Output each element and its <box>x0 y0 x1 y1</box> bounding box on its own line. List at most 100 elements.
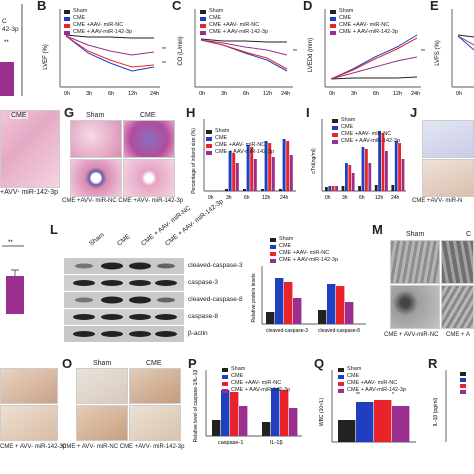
lane-cme: CME <box>116 233 132 248</box>
legend-nc: CME +AAV- miR-NC <box>73 22 124 28</box>
legend-l: Sham CME CME +AAV- miR-NC CME + AAV-miR-… <box>270 236 338 264</box>
bar <box>280 390 289 436</box>
bar <box>271 157 275 191</box>
histology-j-1 <box>422 120 474 158</box>
legend-h-sham: Sham <box>215 128 230 134</box>
band-cleaved-casp3: cleaved-caspase-3 <box>188 262 243 269</box>
panel-label-i: I <box>306 105 310 120</box>
legend-h-cme: CME <box>215 135 228 141</box>
d-tick-3: 12h <box>393 91 402 97</box>
bar <box>338 420 356 442</box>
panel-label-l: L <box>50 222 58 237</box>
b-tick-3: 12h <box>128 91 137 97</box>
chart-i: cTnI(ng/ml) 0h 3h 6h 12h 24h <box>311 119 406 201</box>
bar <box>374 185 378 191</box>
i-tick-4: 24h <box>391 195 400 201</box>
l-ylabel: Relative protein levels <box>251 273 257 322</box>
m-bottom-caption-2: CME + A <box>446 332 470 338</box>
e-tick-0: 0h <box>456 91 462 97</box>
legend-top: Sham CME CME +AAV- miR-NC CME + AAV-miR-… <box>64 8 132 36</box>
em-sham <box>390 240 440 284</box>
fragment-top-left-2: 42-3p <box>2 26 19 33</box>
svg-text:**: ** <box>162 61 166 67</box>
panel-label-p: P <box>188 356 197 371</box>
bar <box>356 402 374 442</box>
bar <box>381 133 385 191</box>
b-tick-2: 6h <box>108 91 114 97</box>
i-tick-0: 0h <box>325 195 331 201</box>
bar <box>378 131 381 191</box>
band-actin: β-actin <box>188 330 208 337</box>
bar <box>293 298 302 324</box>
g-bottom-caption: CME +AVV- miR-NC CME +AVV- miR-142-3p <box>62 198 184 204</box>
legend-p-sham: Sham <box>231 366 246 372</box>
ihc-o-3 <box>76 405 128 441</box>
panel-a-bar-fragment: ** <box>0 0 26 100</box>
legend-q: Sham CME CME +AAV- miR-NC CME + AAV-miR-… <box>338 366 406 394</box>
bar <box>341 186 345 191</box>
c-tick-1: 3h <box>221 91 227 97</box>
lane-sham: Sham <box>88 231 106 248</box>
em-cme <box>441 240 474 284</box>
legend-d-sham: Sham <box>339 8 354 14</box>
bar <box>365 149 368 191</box>
bar <box>325 187 328 191</box>
bar <box>284 282 293 324</box>
histology-j-2 <box>422 159 474 197</box>
bar <box>358 186 361 191</box>
panel-label-j: J <box>410 105 418 120</box>
svg-text:**: ** <box>356 392 360 398</box>
e-ylabel: LVFS (%) <box>435 40 441 66</box>
bar <box>345 163 348 191</box>
bar <box>239 406 248 436</box>
legend-p-cme: CME <box>231 373 244 379</box>
a-bottom-caption: +AVV- miR-142-3p <box>0 189 59 196</box>
h-tick-2: 6h <box>244 195 250 201</box>
ihc-o-4 <box>129 405 181 441</box>
legend-c-sham: Sham <box>209 8 224 14</box>
bar <box>335 186 338 191</box>
d-tick-4: 24h <box>411 91 420 97</box>
panel-label-r: R <box>428 356 438 371</box>
legend-c-cme: CME <box>209 15 222 21</box>
chart-c: CO (L/min) 0h 3h 6h 12h 24h ** <box>178 9 297 97</box>
fragment-top-left-1: C <box>2 18 7 25</box>
legend-d: Sham CME CME +AAV- miR-NC CME + AAV-miR-… <box>330 8 398 36</box>
c-tick-0: 0h <box>199 91 205 97</box>
bar <box>392 406 410 442</box>
bar <box>232 153 236 191</box>
d-ylabel: LVEDd (mm) <box>308 38 314 72</box>
bar <box>253 159 257 191</box>
legend-p: Sham CME CME +AAV- miR-NC CME + AAV-miR-… <box>222 366 290 394</box>
em-142 <box>441 285 474 329</box>
bar <box>289 408 298 436</box>
p-xcat-1: IL-1β <box>270 440 283 446</box>
d-tick-1: 3h <box>351 91 357 97</box>
bar <box>243 189 246 191</box>
h-tick-0: 0h <box>208 195 214 201</box>
bar <box>235 163 239 191</box>
d-tick-2: 6h <box>373 91 379 97</box>
histology-g-2 <box>123 120 175 158</box>
bar <box>336 286 345 324</box>
h-tick-4: 24h <box>280 195 289 201</box>
p-xcat-0: caspase-1 <box>218 440 243 446</box>
chart-e: LVFS (%) 0h <box>435 9 474 97</box>
m-bottom-caption: CME + AVV-miR-NC <box>384 332 439 338</box>
b-tick-0: 0h <box>64 91 70 97</box>
l-xcat-1: cleaved-caspase-8 <box>318 328 360 334</box>
j-bottom-caption: CME +AVV- miR-N <box>412 198 463 204</box>
panel-label-o: O <box>62 356 73 371</box>
chart-h: Percentage of infarct size (%) 0h 3h 6h … <box>191 119 296 201</box>
b-tick-4: 24h <box>150 91 159 97</box>
n-bottom-caption: CME + AVV- miR-142-3p <box>0 444 67 450</box>
legend-c: Sham CME CME +AAV- miR-NC CME + AAV-miR-… <box>200 8 268 36</box>
bar <box>230 392 239 436</box>
chart-q: WBC (10⁹/L) ** * <box>319 370 416 443</box>
band-cleaved-casp8: cleaved-caspase-8 <box>188 296 243 303</box>
bar <box>391 185 395 191</box>
k-significance: ** <box>8 240 13 246</box>
bar <box>266 312 275 324</box>
legend-h-142: CME + AAV-miR-142-3p <box>215 149 275 155</box>
histology-a <box>0 110 60 188</box>
